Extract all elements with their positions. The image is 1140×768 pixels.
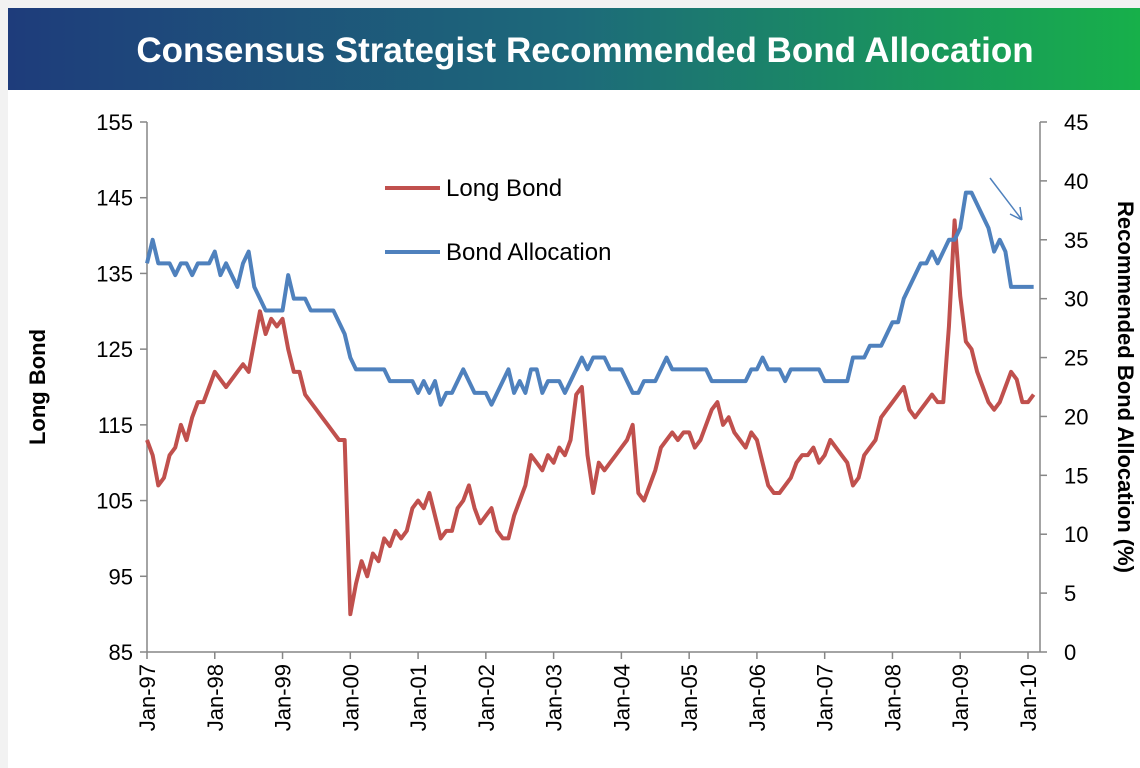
y2-tick-label: 30 (1064, 287, 1088, 312)
x-tick-label: Jan-10 (1016, 664, 1041, 731)
title-banner (8, 8, 1140, 90)
y2-tick-label: 35 (1064, 228, 1088, 253)
x-tick-label: Jan-02 (474, 664, 499, 731)
x-tick-label: Jan-03 (542, 664, 567, 731)
y2-tick-label: 5 (1064, 581, 1076, 606)
legend-label: Long Bond (446, 175, 562, 202)
y2-tick-label: 10 (1064, 522, 1088, 547)
x-tick-label: Jan-97 (135, 664, 160, 731)
y-tick-label: 85 (109, 640, 133, 665)
x-tick-label: Jan-01 (406, 664, 431, 731)
y2-tick-label: 25 (1064, 346, 1088, 371)
chart-title: Consensus Strategist Recommended Bond Al… (136, 31, 1033, 70)
series-line (145, 218, 1036, 617)
y2-tick-label: 15 (1064, 463, 1088, 488)
y2-tick-label: 0 (1064, 640, 1076, 665)
y-tick-label: 135 (96, 261, 133, 286)
y2-tick-label: 40 (1064, 169, 1088, 194)
x-tick-label: Jan-06 (745, 664, 770, 731)
y-tick-label: 95 (109, 564, 133, 589)
x-tick-label: Jan-98 (203, 664, 228, 731)
x-tick-label: Jan-99 (271, 664, 296, 731)
x-tick-label: Jan-04 (609, 664, 634, 731)
x-tick-label: Jan-08 (880, 664, 905, 731)
x-tick-label: Jan-07 (813, 664, 838, 731)
y-tick-label: 115 (98, 413, 133, 438)
legend-label: Bond Allocation (446, 239, 611, 266)
y-axis-label: Long Bond (25, 329, 50, 445)
y-tick-label: 155 (96, 110, 133, 135)
y-tick-label: 125 (96, 337, 133, 362)
y2-tick-label: 20 (1064, 404, 1088, 429)
y2-axis-label: Recommended Bond Allocation (%) (1113, 201, 1138, 573)
series-line (145, 190, 1034, 407)
x-tick-label: Jan-05 (677, 664, 702, 731)
chart-background (8, 8, 1140, 768)
x-tick-label: Jan-09 (948, 664, 973, 731)
x-tick-label: Jan-00 (338, 664, 363, 731)
trend-arrow (989, 177, 1023, 221)
y2-tick-label: 45 (1064, 110, 1088, 135)
y-tick-label: 145 (96, 186, 133, 211)
y-tick-label: 105 (96, 489, 133, 514)
